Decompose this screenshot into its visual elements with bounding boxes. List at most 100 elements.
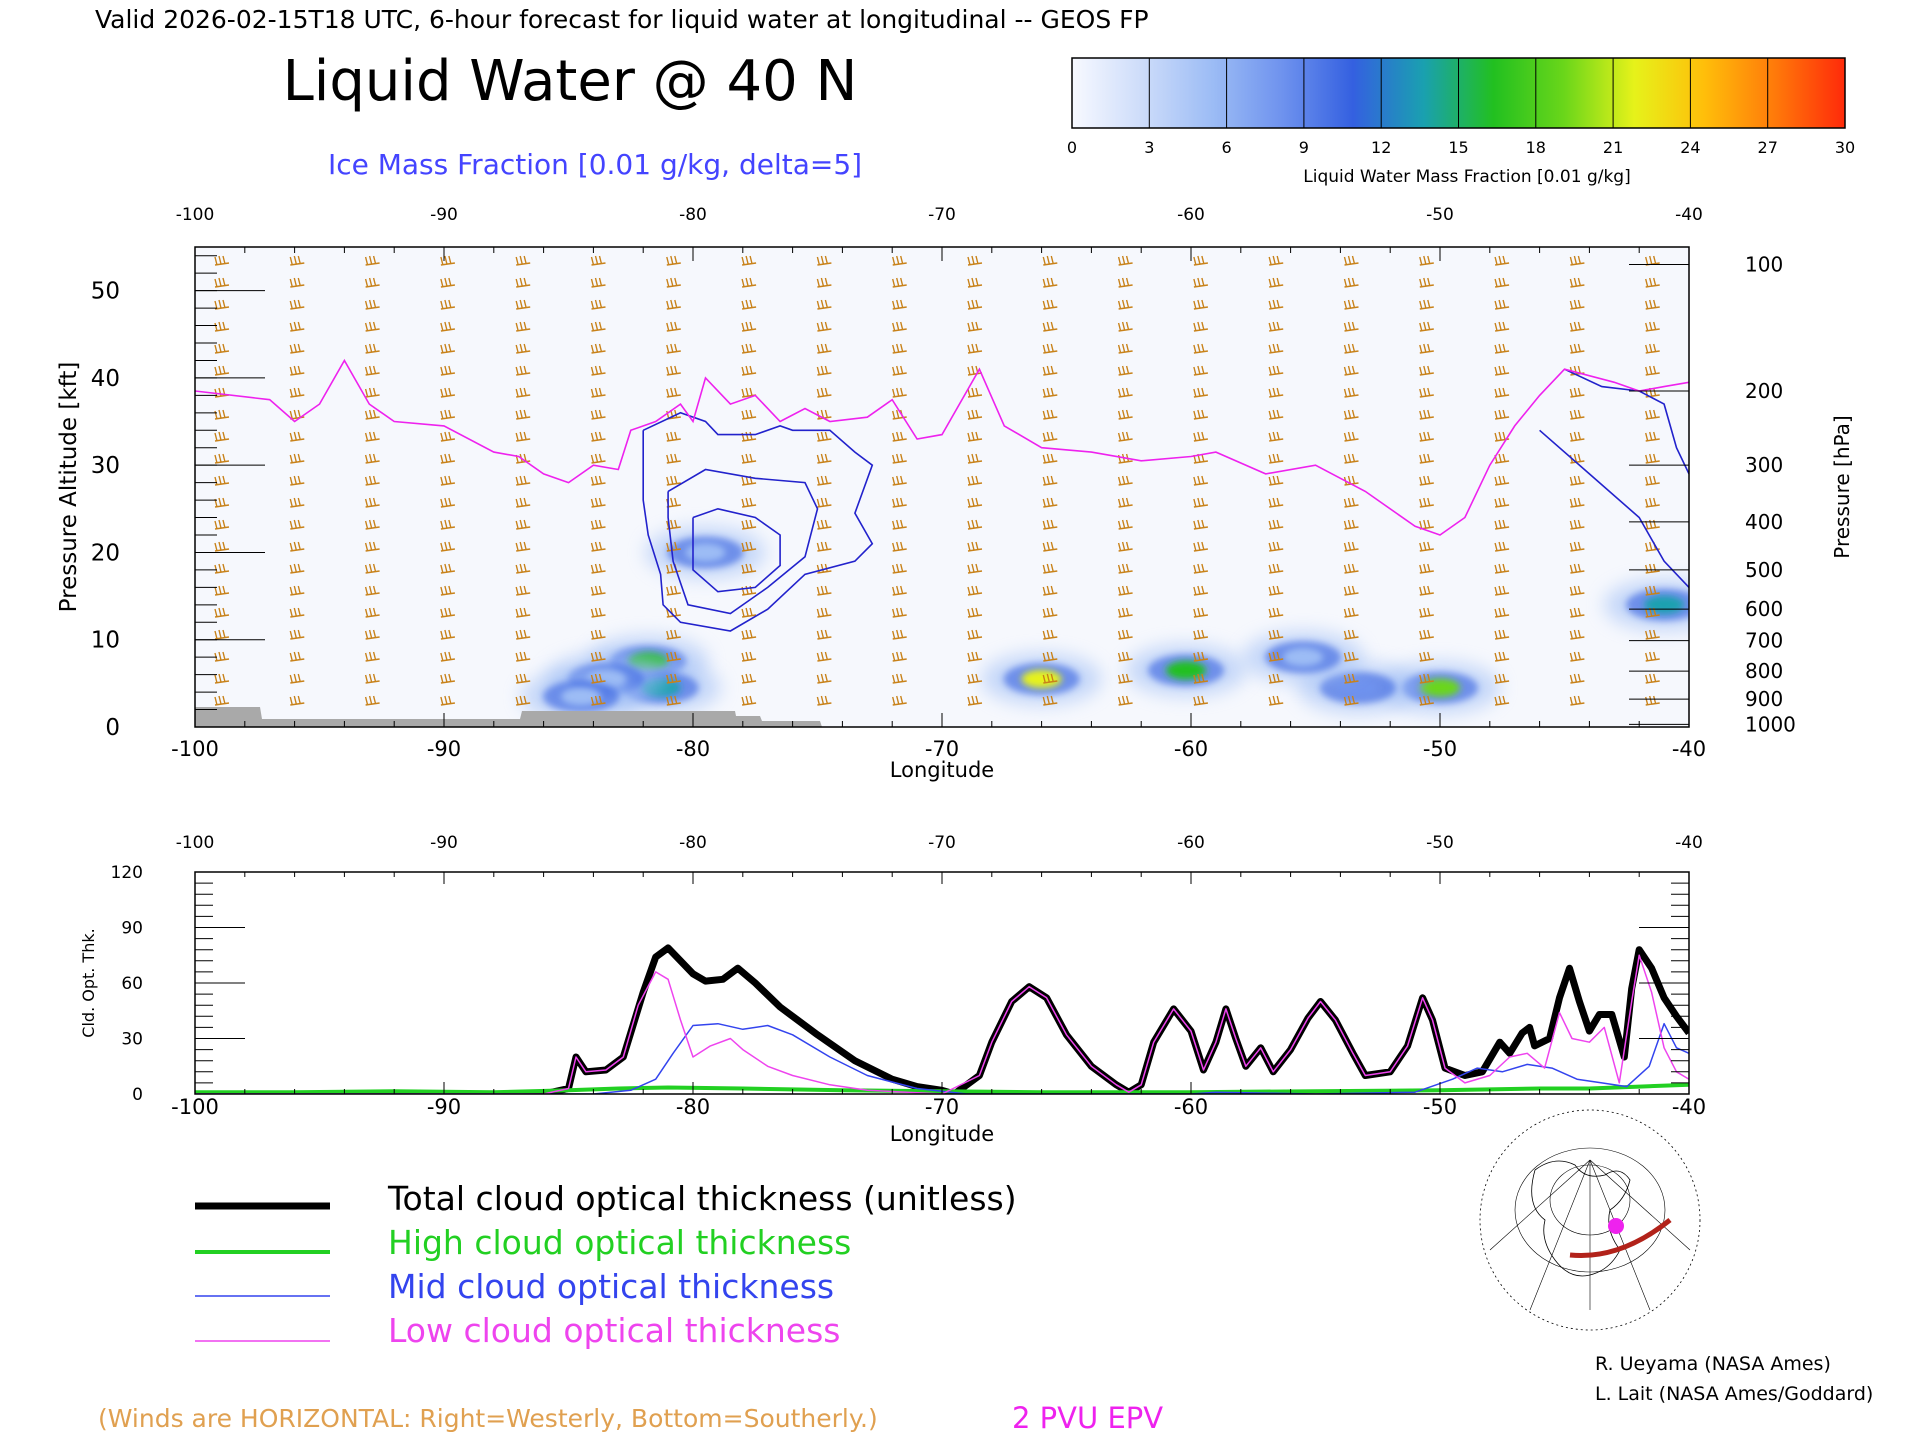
- wind-barb: [967, 277, 983, 288]
- wind-barb: [1042, 695, 1058, 706]
- wind-barb: [741, 497, 757, 508]
- wind-barb: [741, 475, 757, 486]
- wind-barb: [892, 453, 907, 464]
- wind-barb: [666, 563, 681, 574]
- wind-barb: [590, 563, 606, 574]
- wind-barb: [1268, 541, 1284, 552]
- pressure-tick-label: 400: [1745, 510, 1783, 534]
- wind-barb: [1645, 585, 1660, 596]
- wind-barb: [515, 365, 531, 376]
- wind-barb: [1193, 409, 1208, 420]
- wind-barb: [1193, 497, 1208, 508]
- bottom-x-tick-label-upper: -60: [1177, 833, 1205, 853]
- wind-barb: [741, 365, 757, 376]
- winds-note: (Winds are HORIZONTAL: Right=Westerly, B…: [98, 1404, 878, 1433]
- liquid-water-core: [1166, 661, 1207, 680]
- wind-barb: [967, 695, 983, 706]
- bottom-y-tick-label: 90: [121, 919, 143, 939]
- wind-barb: [364, 255, 380, 266]
- wind-barb: [1117, 475, 1133, 486]
- wind-barb: [1343, 387, 1359, 398]
- wind-barb: [289, 563, 305, 574]
- optical-thickness-lines: [195, 944, 1689, 1094]
- wind-barb: [1117, 541, 1133, 552]
- wind-barb: [1117, 651, 1133, 662]
- wind-barb: [289, 453, 305, 464]
- map-section-line: [1569, 1218, 1672, 1259]
- wind-barb: [440, 541, 455, 552]
- pressure-tick-label: 700: [1745, 629, 1783, 653]
- wind-barb: [1268, 695, 1284, 706]
- wind-barb: [440, 519, 455, 530]
- wind-barb: [1343, 277, 1359, 288]
- wind-barb: [816, 255, 832, 266]
- wind-barb: [1569, 343, 1585, 354]
- wind-barb: [1419, 277, 1434, 288]
- bottom-x-axis-label: Longitude: [890, 1122, 994, 1146]
- wind-barb: [1569, 277, 1585, 288]
- wind-barb: [1569, 409, 1585, 420]
- wind-barb: [590, 365, 606, 376]
- bottom-x-tick-label: -40: [1672, 1095, 1706, 1119]
- ice-contour: [667, 468, 819, 615]
- wind-barb: [1343, 365, 1359, 376]
- chart-title: Liquid Water @ 40 N: [283, 49, 858, 114]
- pvu-label: 2 PVU EPV: [1012, 1401, 1163, 1435]
- bottom-x-tick-label-upper: -90: [430, 833, 458, 853]
- wind-barb: [1268, 277, 1284, 288]
- wind-barb: [1042, 409, 1058, 420]
- wind-barb: [440, 651, 455, 662]
- colorbar-tick-label: 3: [1144, 138, 1154, 157]
- top-x-tick-label-upper: -70: [928, 205, 956, 225]
- wind-barb: [1193, 475, 1208, 486]
- wind-barb: [1117, 695, 1133, 706]
- wind-barb: [1419, 695, 1434, 706]
- liquid-water-core: [685, 543, 726, 562]
- wind-barb: [364, 607, 380, 618]
- wind-barb: [1494, 497, 1510, 508]
- wind-barb: [1343, 299, 1359, 310]
- wind-barb: [1343, 607, 1359, 618]
- wind-barb: [289, 519, 305, 530]
- wind-barb: [364, 365, 380, 376]
- bottom-x-tick-label-upper: -80: [679, 833, 707, 853]
- wind-barb: [1117, 585, 1133, 596]
- wind-barb: [666, 343, 681, 354]
- wind-barb: [515, 321, 531, 332]
- wind-barb: [590, 255, 606, 266]
- wind-barb: [289, 365, 305, 376]
- wind-barb: [1117, 277, 1133, 288]
- bottom-x-tick-label: -90: [427, 1095, 461, 1119]
- top-x-tick-label-upper: -100: [176, 205, 215, 225]
- wind-barb: [666, 519, 681, 530]
- wind-barb: [892, 585, 907, 596]
- wind-barb: [666, 585, 681, 596]
- top-y-tick-label: 0: [105, 715, 120, 741]
- wind-barb: [364, 629, 380, 640]
- wind-barb: [440, 321, 455, 332]
- legend-label-total: Total cloud optical thickness (unitless): [387, 1179, 1017, 1218]
- wind-barb: [1419, 387, 1434, 398]
- wind-barb: [590, 629, 606, 640]
- wind-barb: [364, 475, 380, 486]
- wind-barb: [1117, 365, 1133, 376]
- wind-barb: [1569, 431, 1585, 442]
- wind-barb: [816, 541, 832, 552]
- wind-barb: [741, 409, 757, 420]
- pressure-tick-label: 200: [1745, 379, 1783, 403]
- wind-barb: [1343, 409, 1359, 420]
- wind-barb: [892, 629, 907, 640]
- wind-barb: [816, 651, 832, 662]
- wind-barb: [1268, 563, 1284, 574]
- wind-barb: [214, 453, 230, 464]
- wind-barb: [1569, 585, 1585, 596]
- wind-barb: [1645, 387, 1660, 398]
- wind-barb: [666, 255, 681, 266]
- wind-barb: [816, 431, 832, 442]
- colorbar-tick-label: 0: [1067, 138, 1077, 157]
- wind-barb: [1569, 387, 1585, 398]
- wind-barb: [666, 629, 681, 640]
- wind-barb: [1569, 673, 1585, 684]
- wind-barb: [1494, 387, 1510, 398]
- wind-barb: [1042, 497, 1058, 508]
